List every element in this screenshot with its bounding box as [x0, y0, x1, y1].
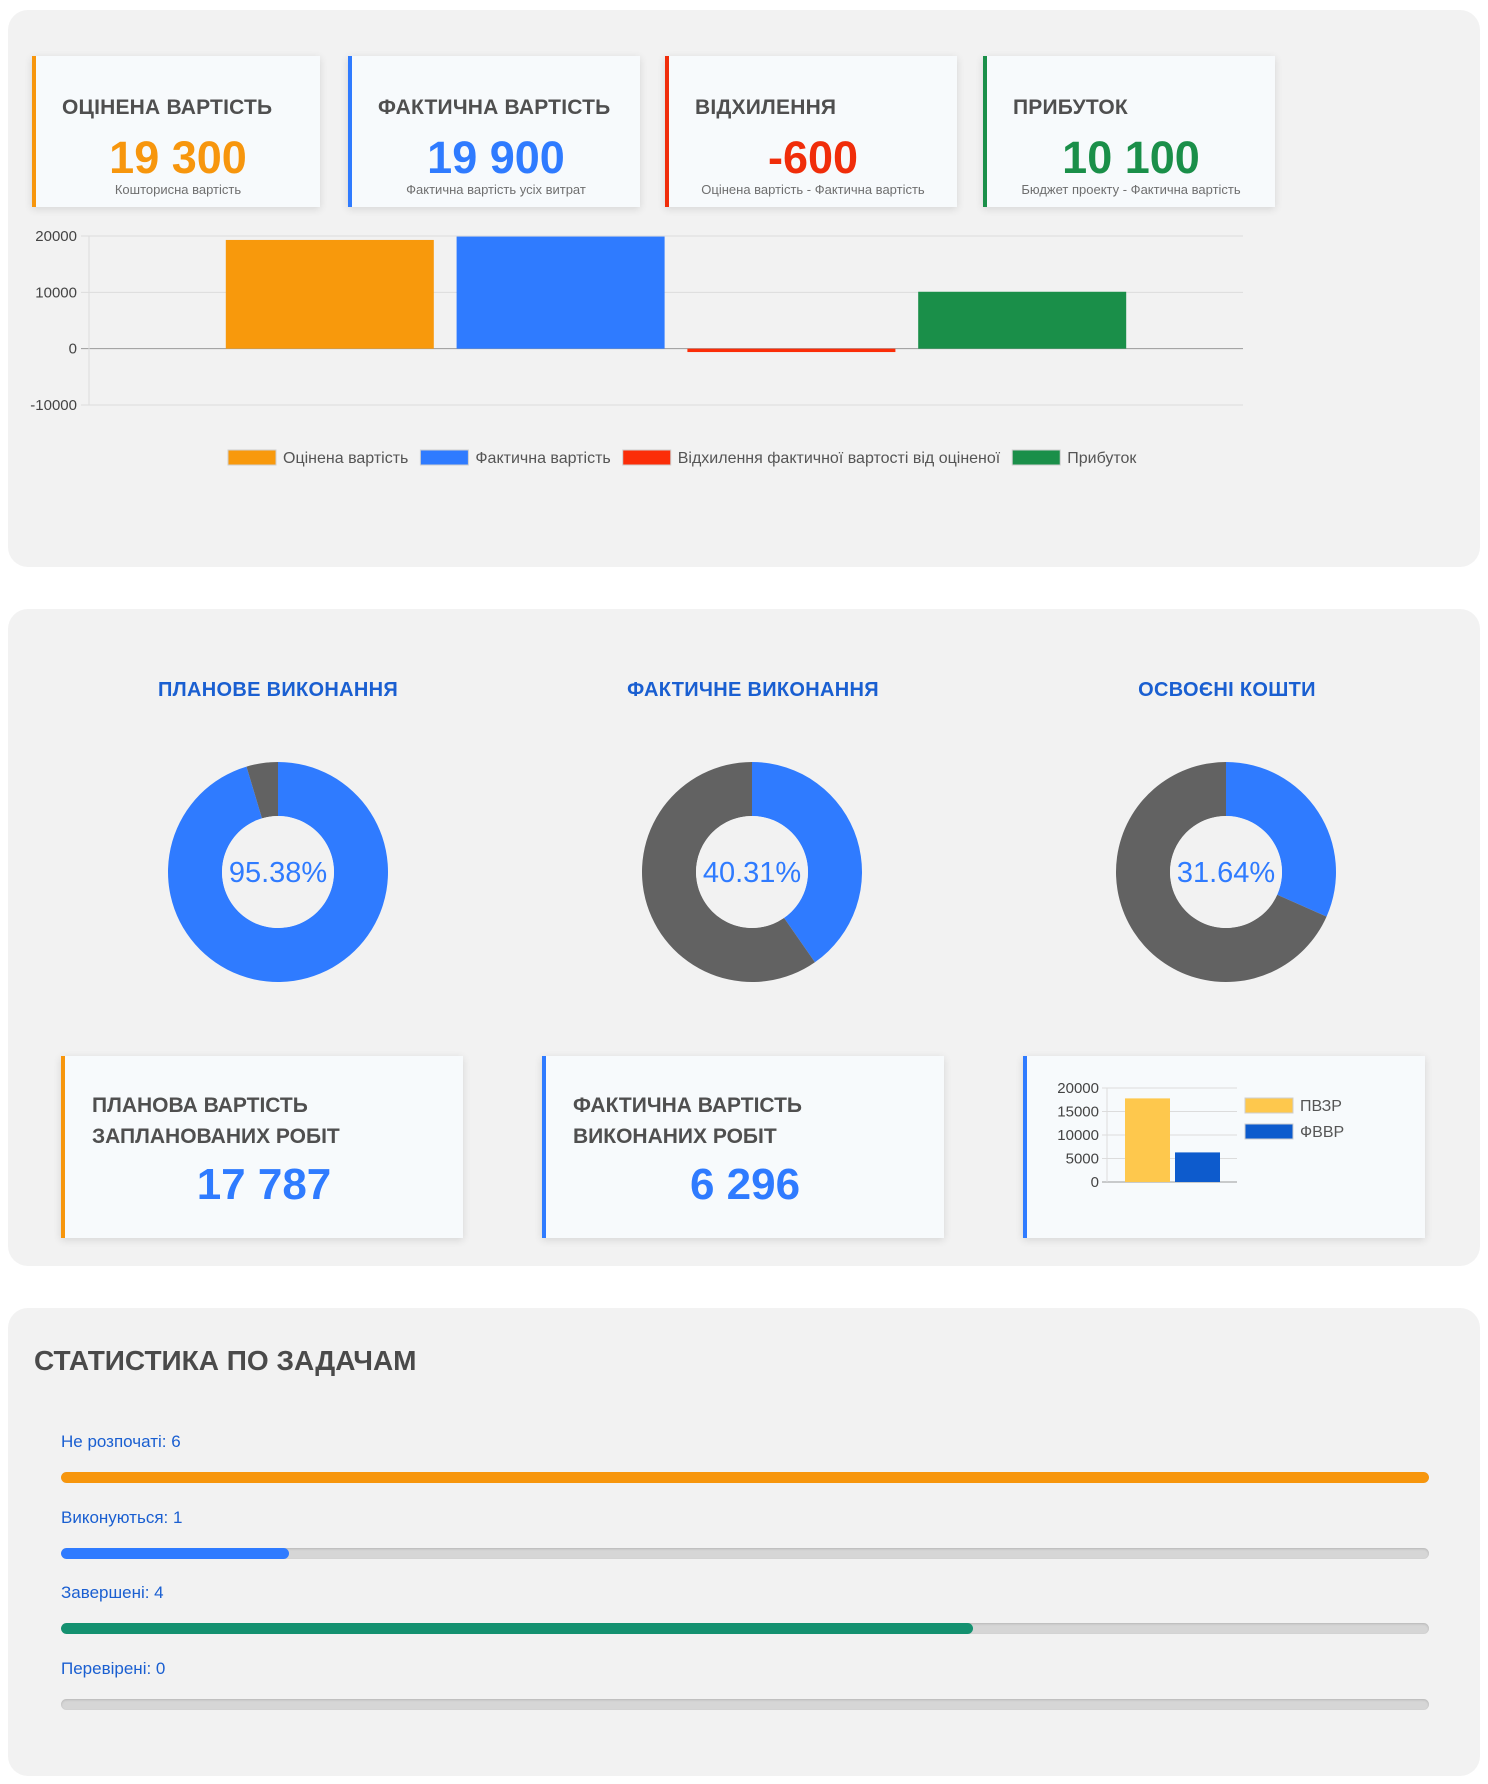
- donut-hole: [696, 816, 808, 928]
- donut-center-label: 40.31%: [703, 857, 801, 889]
- y-tick-label: 10000: [1057, 1127, 1099, 1144]
- budget-panel: ОЦІНЕНА ВАРТІСТЬ 19 300 Кошторисна варті…: [8, 10, 1480, 567]
- legend-label: Оцінена вартість: [283, 450, 408, 467]
- actual-value-title: ФАКТИЧНА ВАРТІСТЬ ВИКОНАНИХ РОБІТ: [573, 1094, 802, 1148]
- kpi-subtitle: Оцінена вартість - Фактична вартість: [701, 182, 925, 197]
- kpi-title: ФАКТИЧНА ВАРТІСТЬ: [378, 96, 611, 119]
- stat-bar-fill: [61, 1472, 1429, 1483]
- donut-slice: [167, 762, 388, 982]
- kpi-value: 10 100: [1062, 132, 1200, 183]
- kpi-card-estimated: ОЦІНЕНА ВАРТІСТЬ 19 300 Кошторисна варті…: [32, 56, 320, 207]
- kpi-value: 19 300: [109, 132, 247, 183]
- legend-label: ФВВР: [1300, 1124, 1344, 1141]
- donut-title-actual: ФАКТИЧНЕ ВИКОНАННЯ: [627, 679, 879, 701]
- legend-swatch: [1011, 449, 1061, 466]
- donut-slice: [642, 762, 815, 982]
- kpi-subtitle: Бюджет проекту - Фактична вартість: [1021, 182, 1241, 197]
- donut-chart-spent: 31.64%: [1116, 762, 1336, 982]
- legend-swatch: [227, 449, 277, 466]
- donut-slice: [1116, 762, 1327, 982]
- y-tick-label: 20000: [35, 228, 77, 245]
- stat-bar-in-progress: [61, 1548, 1429, 1559]
- budget-bar-chart: 20000 10000 0 -10000 Оцінена вартість Фактичн…: [30, 228, 1243, 467]
- ev-bar-chart: 20000 15000 10000 5000 0 ПВЗР ФВВР: [1057, 1080, 1344, 1191]
- stat-label-completed: Завершені: 4: [61, 1583, 164, 1602]
- kpi-card-actual: ФАКТИЧНА ВАРТІСТЬ 19 900 Фактична вартіс…: [348, 56, 640, 207]
- kpi-card-deviation: ВІДХИЛЕННЯ -600 Оцінена вартість - Факти…: [665, 56, 957, 207]
- legend-label: Відхилення фактичної вартості від оцінен…: [678, 450, 1001, 467]
- donut-chart-planned: 95.38%: [167, 762, 388, 982]
- kpi-value: -600: [767, 132, 859, 183]
- y-tick-label: -10000: [30, 397, 77, 414]
- stat-label-not-started: Не розпочаті: 6: [61, 1432, 181, 1451]
- kpi-subtitle: Кошторисна вартість: [114, 182, 242, 197]
- legend-label: Фактична вартість: [475, 450, 610, 467]
- donut-center-label: 95.38%: [229, 857, 327, 889]
- actual-value-card: ФАКТИЧНА ВАРТІСТЬ ВИКОНАНИХ РОБІТ 6 296: [542, 1056, 944, 1238]
- stat-label-verified: Перевірені: 0: [61, 1659, 166, 1678]
- bar: [918, 291, 1127, 349]
- donut-slice: [752, 762, 862, 963]
- stat-bar-not-started: [61, 1472, 1429, 1483]
- donut-hole: [222, 816, 334, 928]
- y-tick-label: 15000: [1057, 1104, 1099, 1121]
- y-tick-label: 10000: [35, 284, 77, 301]
- stat-bar-completed: [61, 1623, 1429, 1634]
- y-tick-label: 5000: [1066, 1151, 1099, 1168]
- kpi-title: ОЦІНЕНА ВАРТІСТЬ: [62, 96, 273, 119]
- legend-swatch: [419, 449, 469, 466]
- progress-panel: ПЛАНОВЕ ВИКОНАННЯ ФАКТИЧНЕ ВИКОНАННЯ ОСВ…: [8, 609, 1480, 1266]
- planned-value-title: ПЛАНОВА ВАРТІСТЬ ЗАПЛАНОВАНИХ РОБІТ: [92, 1094, 340, 1148]
- bar: [225, 239, 434, 349]
- stat-bar-fill: [61, 1623, 974, 1634]
- donut-title-spent: ОСВОЄНІ КОШТИ: [1138, 679, 1316, 701]
- kpi-subtitle: Фактична вартість усіх витрат: [406, 182, 586, 197]
- ev-chart-card: 20000 15000 10000 5000 0 ПВЗР ФВВР: [1023, 1056, 1425, 1238]
- legend-swatch: [622, 449, 672, 466]
- stat-bar-fill: [61, 1548, 290, 1559]
- bar: [1175, 1152, 1220, 1182]
- planned-value-amount: 17 787: [196, 1160, 332, 1209]
- y-tick-label: 0: [69, 341, 77, 358]
- kpi-card-profit: ПРИБУТОК 10 100 Бюджет проекту - Фактичн…: [983, 56, 1275, 207]
- planned-value-card: ПЛАНОВА ВАРТІСТЬ ЗАПЛАНОВАНИХ РОБІТ 17 7…: [61, 1056, 463, 1238]
- legend-swatch: [1244, 1097, 1294, 1114]
- bar: [1125, 1098, 1170, 1182]
- task-stats-panel: СТАТИСТИКА ПО ЗАДАЧАМ Не розпочаті: 6 Ви…: [8, 1308, 1480, 1776]
- y-tick-label: 0: [1091, 1174, 1099, 1191]
- bar: [456, 236, 665, 349]
- donut-center-label: 31.64%: [1177, 857, 1275, 889]
- stat-bar-verified: [61, 1699, 1429, 1710]
- kpi-title: ПРИБУТОК: [1013, 96, 1128, 119]
- donut-title-planned: ПЛАНОВЕ ВИКОНАННЯ: [157, 679, 399, 701]
- stat-label-in-progress: Виконуються: 1: [61, 1508, 183, 1527]
- kpi-title: ВІДХИЛЕННЯ: [695, 96, 837, 119]
- kpi-value: 19 900: [427, 132, 565, 183]
- actual-value-amount: 6 296: [689, 1160, 801, 1209]
- task-stats-title: СТАТИСТИКА ПО ЗАДАЧАМ: [34, 1345, 417, 1376]
- legend-label: Прибуток: [1067, 450, 1137, 467]
- legend-label: ПВЗР: [1300, 1098, 1342, 1115]
- bar: [687, 348, 896, 353]
- donut-slice: [1226, 762, 1336, 917]
- legend-swatch: [1244, 1123, 1294, 1140]
- y-tick-label: 20000: [1057, 1080, 1099, 1097]
- donut-hole: [1170, 816, 1282, 928]
- donut-slice: [246, 762, 278, 819]
- donut-chart-actual: 40.31%: [642, 762, 862, 982]
